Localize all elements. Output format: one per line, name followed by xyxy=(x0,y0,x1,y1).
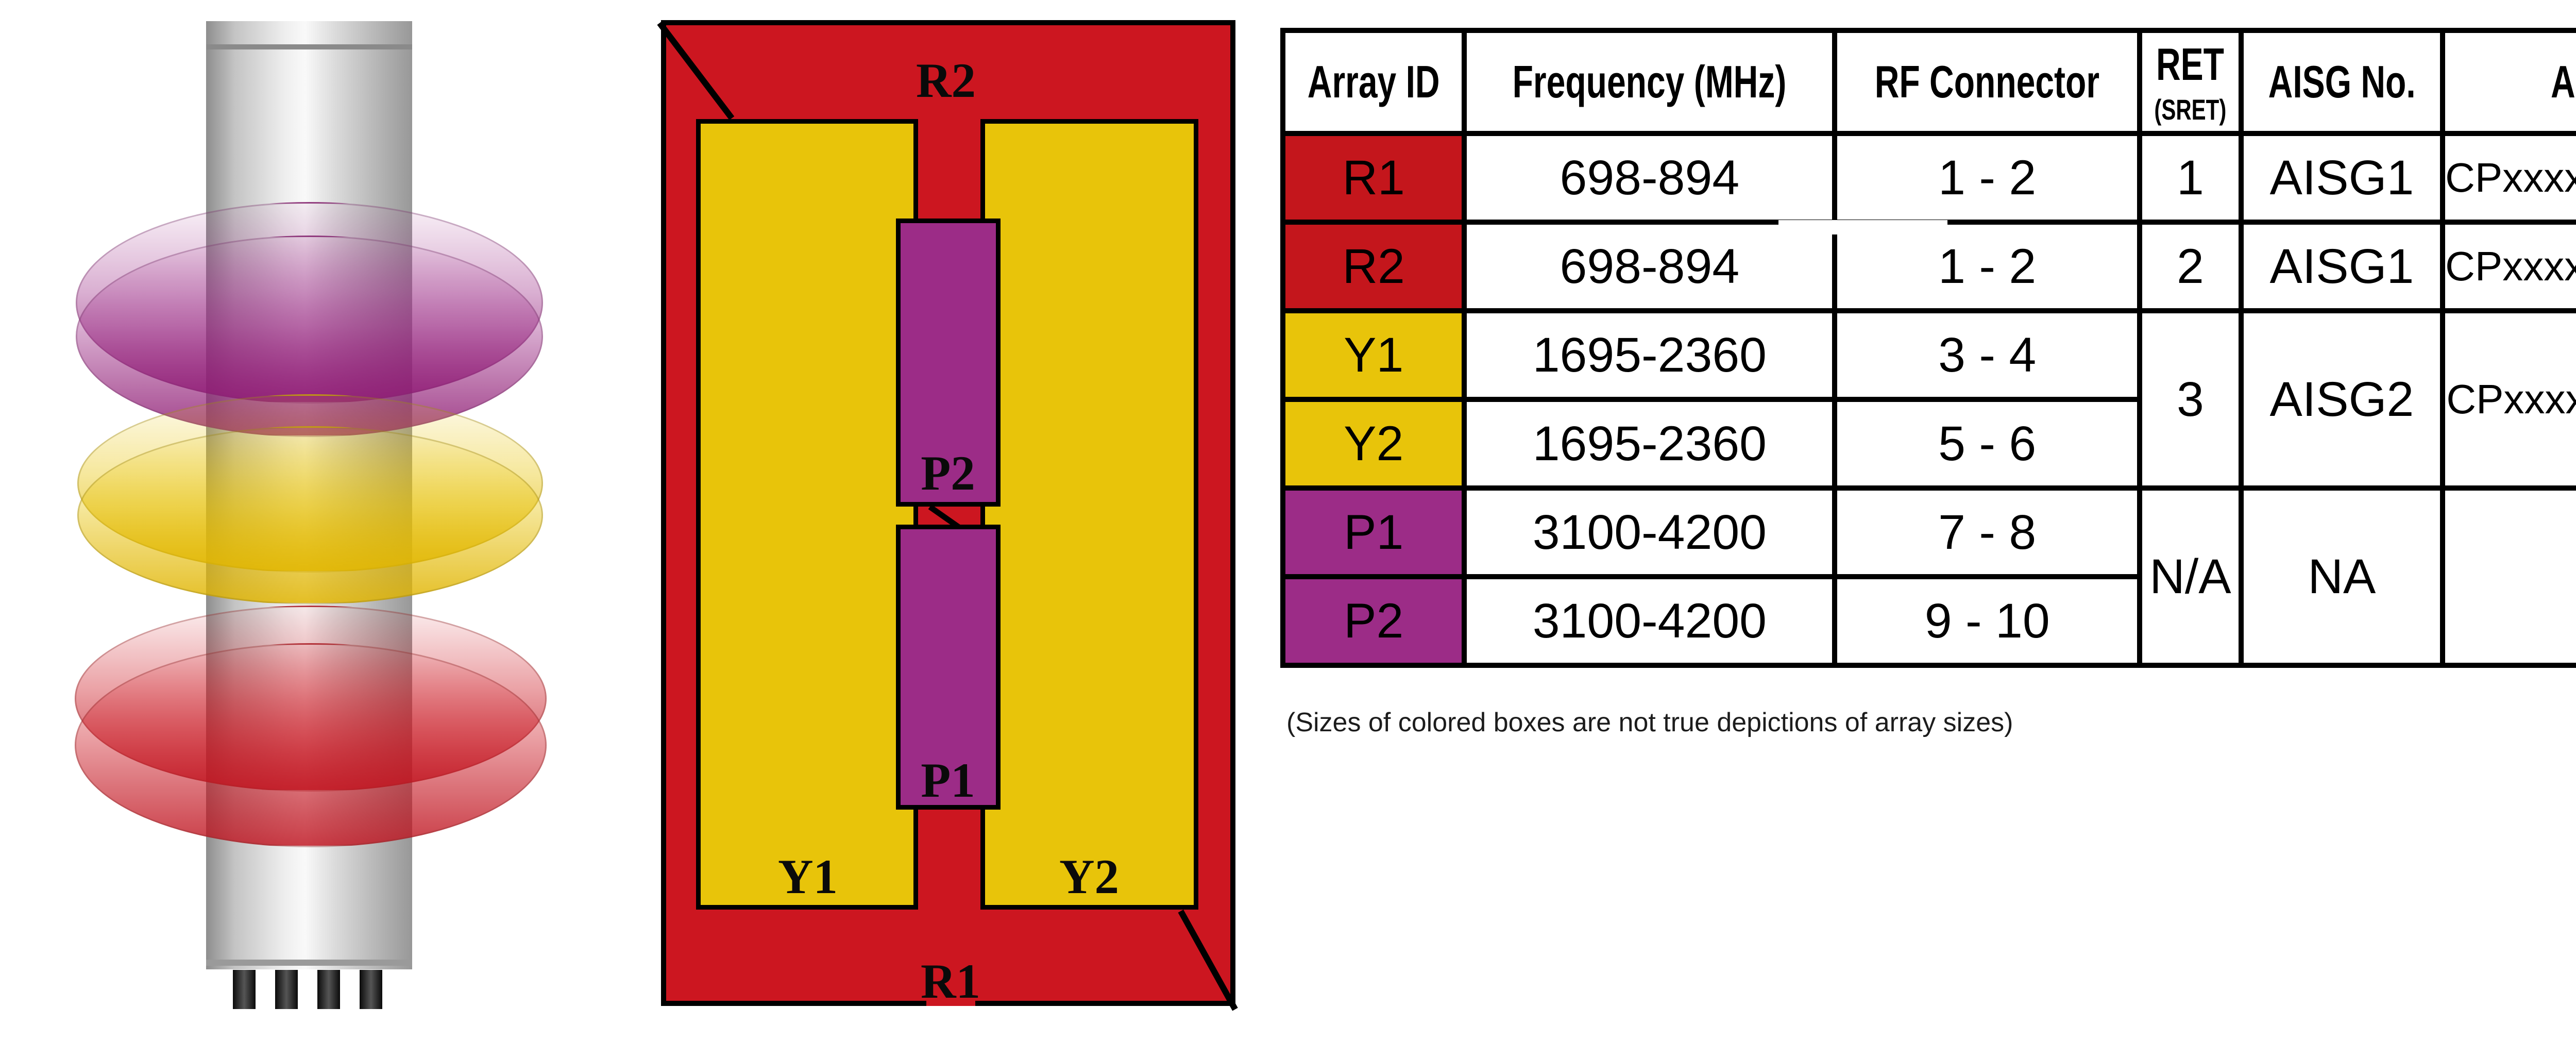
array-layout-diagram: R2 P2 P1 Y1 Y2 R1 xyxy=(657,20,1238,1011)
frequency-cell: 1695-2360 xyxy=(1462,308,1838,402)
bottom-right-diagonal-line xyxy=(1178,910,1238,1011)
label-y2: Y2 xyxy=(1059,849,1120,904)
col-header-aisg-ret-uid: AISG RET UID xyxy=(2440,28,2576,136)
aisg-no-cell: AISG1 xyxy=(2238,131,2446,225)
col-header-ret: RET (SRET) xyxy=(2137,28,2244,136)
top-left-diagonal-line xyxy=(657,21,735,121)
aisg-no-cell-merged: NA xyxy=(2238,485,2446,668)
col-header-aisg-no: AISG No. xyxy=(2238,28,2446,136)
table-row-p1: P1 3100-4200 7 - 8 N/A NA N/A xyxy=(1280,485,2576,668)
size-disclaimer-note: (Sizes of colored boxes are not true dep… xyxy=(1286,708,2013,737)
antenna-connector-pin xyxy=(233,970,256,1009)
yellow-disc-lower xyxy=(77,426,543,605)
label-p1: P1 xyxy=(921,753,975,808)
label-y1: Y1 xyxy=(777,849,838,904)
array-id-cell-p2: P2 xyxy=(1280,574,1467,668)
frequency-cell: 698-894 xyxy=(1462,220,1838,313)
rf-connector-cell: 1 - 2 xyxy=(1832,220,2143,313)
label-p2: P2 xyxy=(921,446,975,500)
col-header-rf-connector: RF Connector xyxy=(1832,28,2143,136)
ret-cell: 2 xyxy=(2137,220,2244,313)
rf-connector-cell: 1 - 2 xyxy=(1832,131,2143,225)
frequency-cell: 3100-4200 xyxy=(1462,574,1838,668)
table-row-p2: P2 3100-4200 9 - 10 xyxy=(1280,574,2576,668)
white-correction-patch xyxy=(1778,220,1947,234)
array-p1-box xyxy=(896,525,1001,810)
antenna-cap-line xyxy=(206,44,412,49)
antenna-illustration xyxy=(0,0,618,1041)
rf-connector-cell: 3 - 4 xyxy=(1832,308,2143,402)
array-id-cell-r1: R1 xyxy=(1280,131,1467,225)
aisg-ret-uid-cell-merged: N/A xyxy=(2440,485,2576,668)
aisg-ret-uid-cell-merged: CPxxxxxxxxxxxxxxxxY1 xyxy=(2440,308,2576,491)
antenna-connector-pin xyxy=(317,970,340,1009)
col-header-array-id: Array ID xyxy=(1280,28,1467,136)
array-id-cell-p1: P1 xyxy=(1280,485,1467,579)
ret-cell: 1 xyxy=(2137,131,2244,225)
table-header-row: Array ID Frequency (MHz) RF Connector RE… xyxy=(1280,28,2576,136)
array-p2-box xyxy=(896,219,1001,507)
frequency-cell: 698-894 xyxy=(1462,131,1838,225)
frequency-cell: 1695-2360 xyxy=(1462,397,1838,491)
red-disc-lower xyxy=(75,643,547,847)
aisg-ret-uid-cell: CPxxxxxxxxxxxxxxxxR1 xyxy=(2440,131,2576,225)
table-row-r2: R2 698-894 1 - 2 2 AISG1 CPxxxxxxxxxxxxx… xyxy=(1280,220,2576,313)
label-r1: R1 xyxy=(920,954,981,1009)
antenna-connector-pin xyxy=(275,970,298,1009)
bottom-border-notch xyxy=(926,981,975,1006)
col-header-frequency: Frequency (MHz) xyxy=(1462,28,1838,136)
table-row-r1: R1 698-894 1 - 2 1 AISG1 CPxxxxxxxxxxxxx… xyxy=(1280,131,2576,225)
label-r2: R2 xyxy=(916,53,976,108)
ret-cell-merged: N/A xyxy=(2137,485,2244,668)
rf-connector-cell: 5 - 6 xyxy=(1832,397,2143,491)
rf-connector-cell: 9 - 10 xyxy=(1832,574,2143,668)
array-y1-box xyxy=(696,119,918,910)
aisg-no-cell: AISG1 xyxy=(2238,220,2446,313)
array-id-cell-r2: R2 xyxy=(1280,220,1467,313)
array-id-cell-y2: Y2 xyxy=(1280,397,1467,491)
table-row-y2: Y2 1695-2360 5 - 6 xyxy=(1280,397,2576,491)
antenna-bottom-ring xyxy=(206,960,412,966)
rf-connector-cell: 7 - 8 xyxy=(1832,485,2143,579)
aisg-ret-uid-cell: CPxxxxxxxxxxxxxxxxR2 xyxy=(2440,220,2576,313)
aisg-no-cell-merged: AISG2 xyxy=(2238,308,2446,491)
ret-cell-merged: 3 xyxy=(2137,308,2244,491)
table-row-y1: Y1 1695-2360 3 - 4 3 AISG2 CPxxxxxxxxxxx… xyxy=(1280,308,2576,491)
antenna-connector-pin xyxy=(360,970,382,1009)
array-spec-table: Array ID Frequency (MHz) RF Connector RE… xyxy=(1280,28,2576,668)
array-y2-box xyxy=(980,119,1198,910)
frequency-cell: 3100-4200 xyxy=(1462,485,1838,579)
array-id-cell-y1: Y1 xyxy=(1280,308,1467,402)
